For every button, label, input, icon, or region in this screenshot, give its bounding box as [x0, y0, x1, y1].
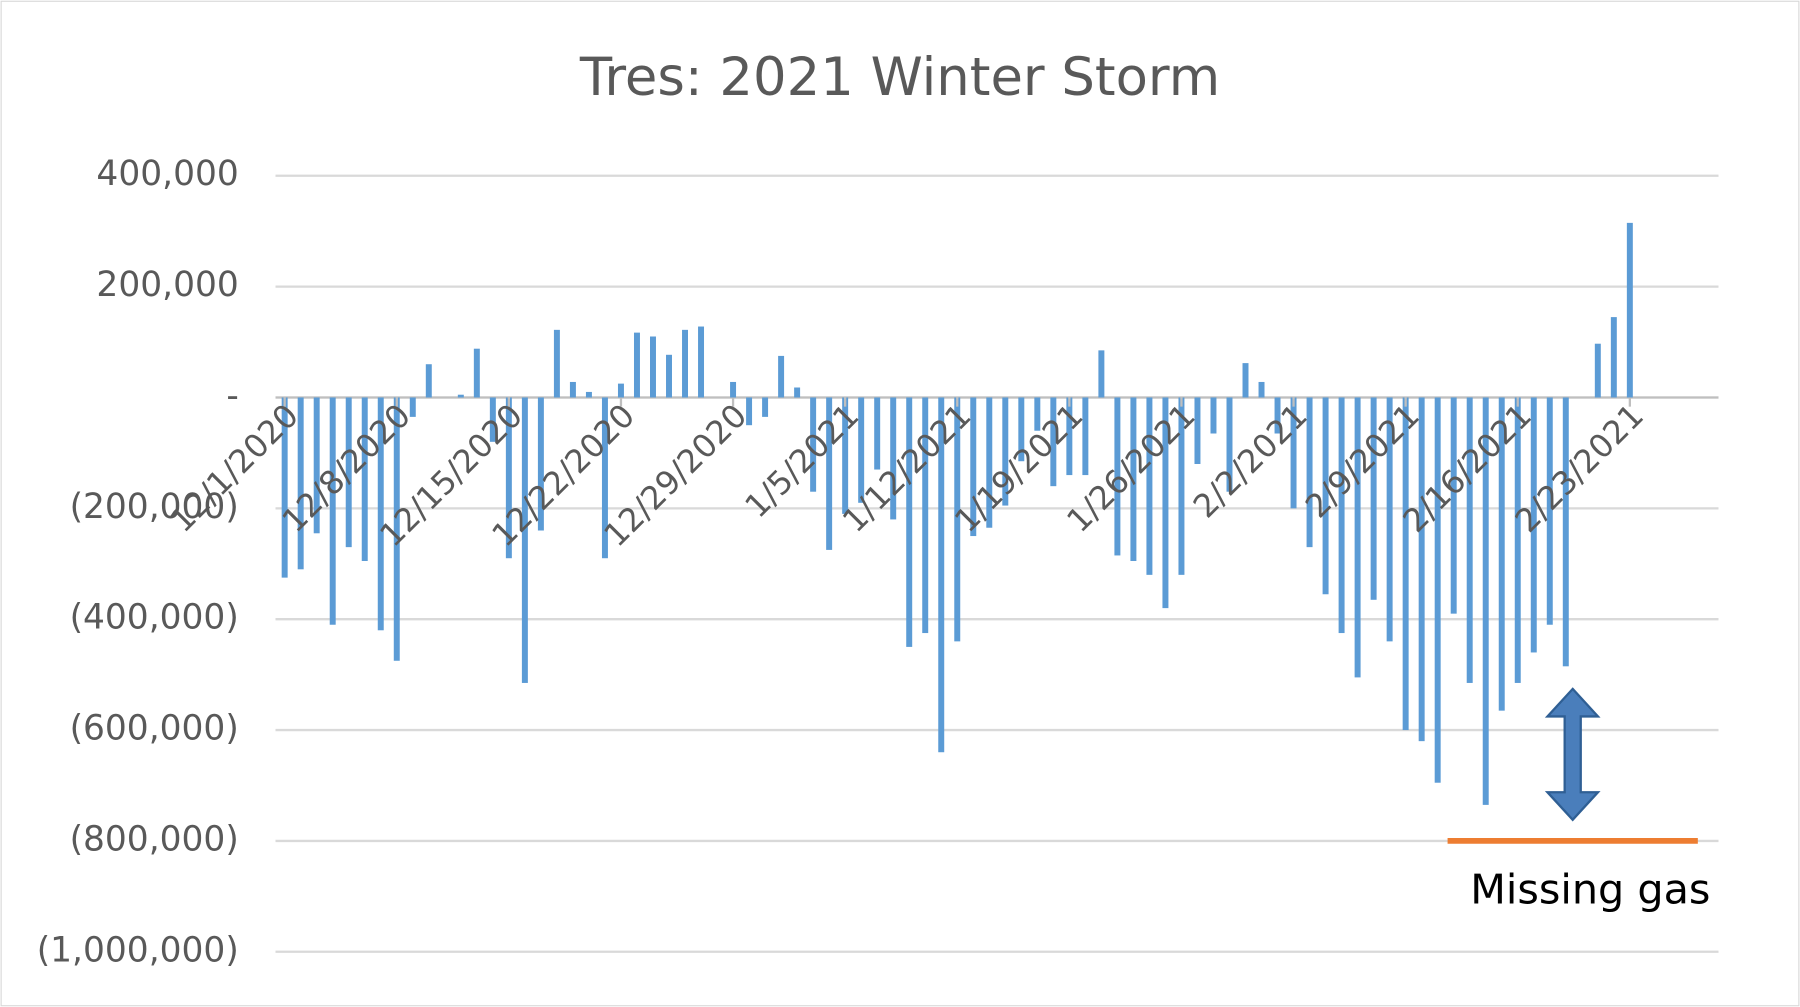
- bar: [954, 397, 961, 642]
- bar: [1066, 397, 1073, 476]
- bar: [858, 397, 865, 503]
- bar: [329, 397, 336, 625]
- bar: [633, 332, 640, 398]
- bar: [281, 397, 288, 578]
- bar: [1402, 397, 1409, 731]
- annotation: Missing gas: [1470, 866, 1710, 914]
- y-tick-label: (400,000): [70, 598, 239, 638]
- bar: [874, 397, 881, 470]
- bar: [938, 397, 945, 753]
- bar: [1002, 397, 1009, 506]
- bar: [698, 326, 705, 398]
- bar: [489, 397, 496, 442]
- bar: [986, 397, 993, 528]
- bar: [746, 397, 753, 426]
- bar: [297, 397, 304, 570]
- bar: [1370, 397, 1377, 600]
- bar: [473, 348, 480, 398]
- y-tick-label: (800,000): [70, 819, 239, 859]
- bar: [1130, 397, 1137, 561]
- bar: [313, 397, 320, 534]
- bar: [457, 394, 464, 398]
- bar: [425, 364, 432, 398]
- bar: [810, 397, 817, 492]
- bar: [826, 397, 833, 550]
- bar: [922, 397, 929, 634]
- y-tick-label: 200,000: [96, 265, 238, 305]
- y-tick-label: 400,000: [96, 154, 238, 194]
- bar: [682, 329, 689, 398]
- bar: [1162, 397, 1169, 609]
- bar: [1322, 397, 1329, 595]
- bar: [1178, 397, 1185, 575]
- bar: [1482, 397, 1489, 805]
- bar: [1242, 363, 1249, 398]
- bar: [1034, 397, 1041, 431]
- bar: [361, 397, 368, 561]
- bar: [1466, 397, 1473, 683]
- bar: [1594, 343, 1601, 398]
- bar: [778, 355, 785, 398]
- bar: [1338, 397, 1345, 634]
- bar: [1418, 397, 1425, 742]
- bar: [1050, 397, 1057, 487]
- bar: [409, 397, 416, 417]
- bar: [1386, 397, 1393, 642]
- y-tick-label: (600,000): [70, 709, 239, 749]
- y-tick-label: (200,000): [70, 487, 239, 527]
- bar: [1082, 397, 1089, 476]
- bar: [794, 387, 801, 398]
- bar: [1498, 397, 1505, 711]
- bar: [1226, 397, 1233, 492]
- arrow: [1544, 687, 1601, 822]
- bar: [1306, 397, 1313, 548]
- bar: [1530, 397, 1537, 653]
- bar: [970, 397, 977, 537]
- bar: [553, 329, 560, 398]
- bar: [1450, 397, 1457, 614]
- bar: [1290, 397, 1297, 509]
- bar: [393, 397, 400, 661]
- bar: [762, 397, 769, 417]
- bar: [1546, 397, 1553, 625]
- bar: [1434, 397, 1441, 783]
- bar: [345, 397, 352, 548]
- bar: [1210, 397, 1217, 434]
- bar: [569, 381, 576, 398]
- bar: [1354, 397, 1361, 678]
- bar: [521, 397, 528, 683]
- bar: [1514, 397, 1521, 683]
- bar: [650, 336, 656, 398]
- chart-title: Tres: 2021 Winter Storm: [579, 47, 1220, 108]
- bar: [601, 397, 608, 559]
- bar: [1274, 397, 1281, 434]
- bar: [505, 397, 512, 559]
- bar: [1626, 222, 1633, 398]
- bar: [537, 397, 544, 531]
- y-tick-label: -: [226, 376, 238, 416]
- bar: [1114, 397, 1121, 556]
- bar: [730, 381, 737, 398]
- bar: [1258, 381, 1265, 398]
- y-tick-label: (1,000,000): [37, 930, 239, 970]
- bar: [377, 397, 384, 631]
- bar: [842, 397, 849, 514]
- bar: [666, 354, 672, 398]
- bar: [1018, 397, 1025, 462]
- bar: [1146, 397, 1153, 575]
- bar: [617, 383, 624, 398]
- bar: [906, 397, 913, 647]
- bar: [1562, 397, 1569, 667]
- bar: [1610, 317, 1617, 398]
- bar: [1194, 397, 1201, 464]
- bar: [890, 397, 897, 520]
- bar: [1098, 350, 1105, 398]
- bar: [585, 391, 592, 398]
